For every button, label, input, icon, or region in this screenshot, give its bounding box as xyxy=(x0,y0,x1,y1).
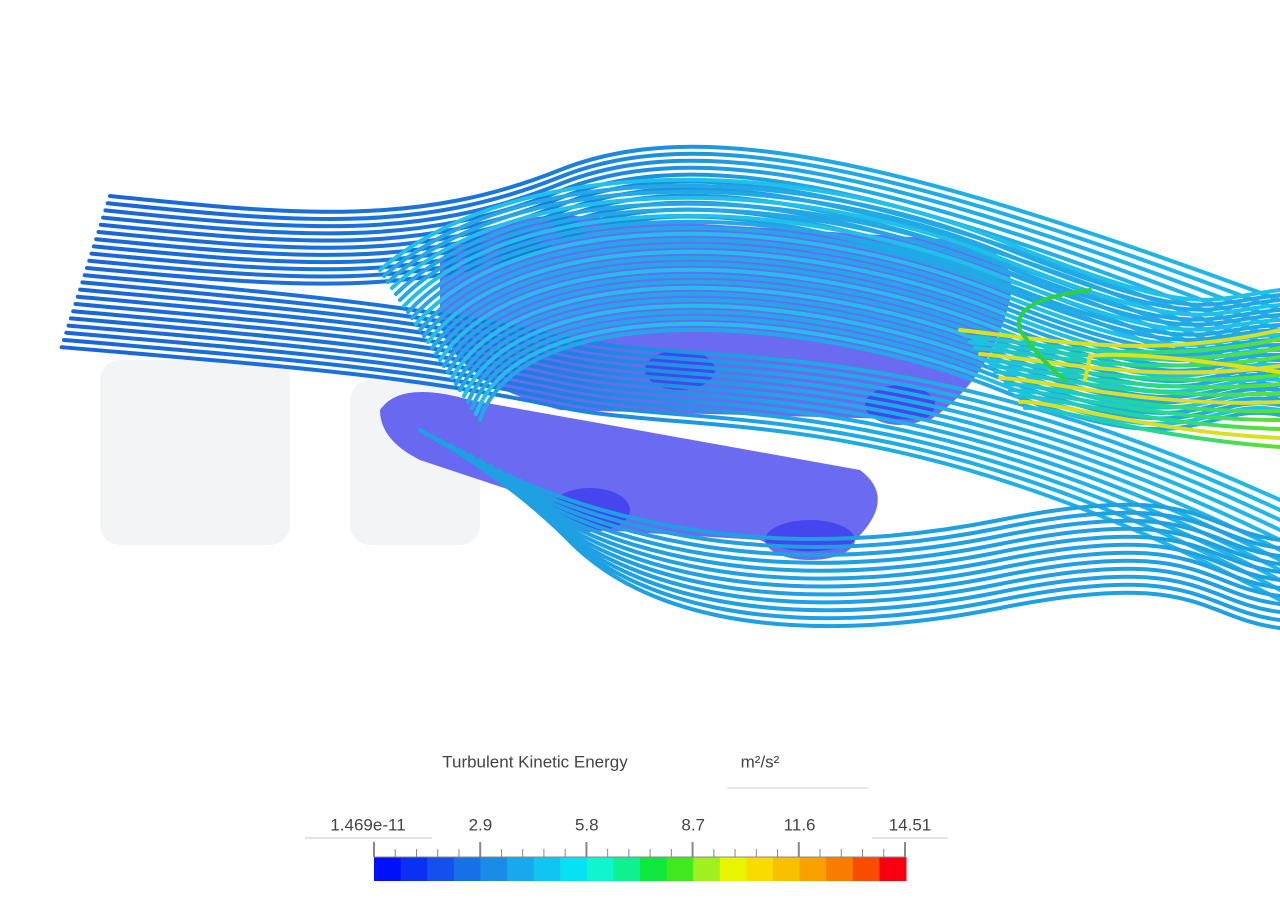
color-swatch xyxy=(401,857,428,881)
tick-label: 8.7 xyxy=(681,815,705,834)
color-swatch xyxy=(667,857,694,881)
color-swatch xyxy=(427,857,454,881)
color-swatch xyxy=(534,857,561,881)
color-swatch xyxy=(560,857,587,881)
color-swatch xyxy=(587,857,614,881)
tick-label: 14.51 xyxy=(889,815,932,834)
color-swatch xyxy=(693,857,720,881)
legend-unit: m²/s² xyxy=(741,752,780,771)
color-swatch xyxy=(507,857,534,881)
color-swatch xyxy=(640,857,667,881)
color-swatch xyxy=(826,857,853,881)
color-swatch xyxy=(773,857,800,881)
color-swatch xyxy=(853,857,880,881)
tick-label: 5.8 xyxy=(575,815,599,834)
color-swatch xyxy=(454,857,481,881)
color-swatch xyxy=(746,857,773,881)
color-swatch xyxy=(879,857,906,881)
tick-label: 2.9 xyxy=(469,815,493,834)
tick-label: 1.469e-11 xyxy=(330,815,405,834)
color-bar xyxy=(374,842,907,881)
color-swatch xyxy=(613,857,640,881)
tick-label: 11.6 xyxy=(784,815,816,834)
color-swatch xyxy=(480,857,507,881)
color-swatch xyxy=(374,857,401,881)
color-swatch xyxy=(800,857,827,881)
color-swatch xyxy=(720,857,747,881)
legend-title: Turbulent Kinetic Energy xyxy=(442,752,628,771)
